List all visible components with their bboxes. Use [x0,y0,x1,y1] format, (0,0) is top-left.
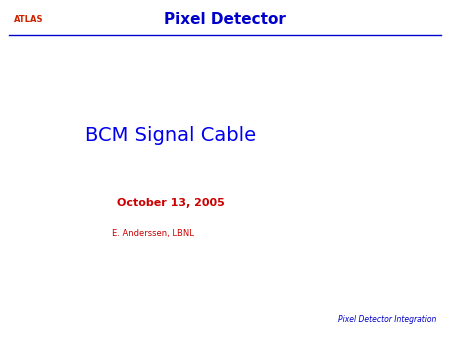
Text: Pixel Detector Integration: Pixel Detector Integration [338,315,436,324]
Text: October 13, 2005: October 13, 2005 [117,198,225,208]
Text: ATLAS: ATLAS [14,15,43,24]
Text: Pixel Detector: Pixel Detector [164,12,286,27]
Text: BCM Signal Cable: BCM Signal Cable [86,126,256,145]
Text: E. Anderssen, LBNL: E. Anderssen, LBNL [112,229,194,238]
